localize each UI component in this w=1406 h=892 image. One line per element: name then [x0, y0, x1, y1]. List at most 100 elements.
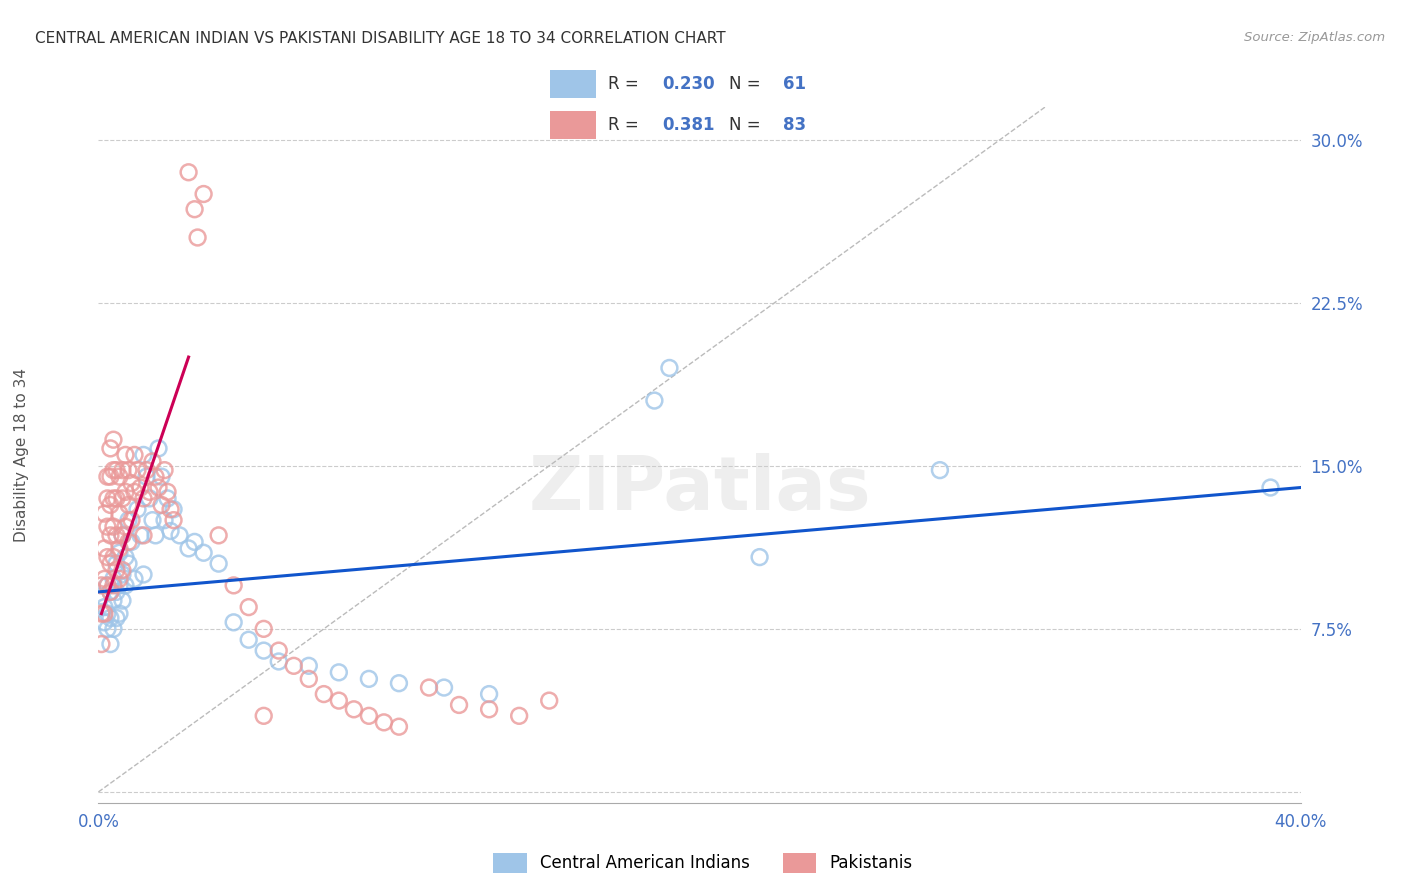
Point — [105, 585, 128, 599]
Point — [93, 507, 115, 521]
FancyBboxPatch shape — [550, 111, 596, 139]
Point — [105, 491, 128, 506]
Point — [153, 513, 176, 527]
Point — [121, 534, 143, 549]
Text: N =: N = — [728, 116, 761, 134]
Point — [90, 578, 112, 592]
Point — [222, 578, 245, 592]
Point — [148, 442, 170, 456]
Point — [138, 484, 160, 499]
Point — [478, 702, 501, 716]
Point — [388, 676, 411, 690]
Point — [150, 469, 173, 483]
Point — [478, 687, 501, 701]
Point — [169, 528, 191, 542]
Point — [388, 720, 411, 734]
Point — [114, 550, 136, 565]
Point — [111, 491, 134, 506]
Point — [103, 463, 125, 477]
Point — [208, 528, 231, 542]
Point — [222, 615, 245, 630]
Point — [193, 546, 215, 560]
Point — [177, 165, 200, 179]
Text: Source: ZipAtlas.com: Source: ZipAtlas.com — [1244, 31, 1385, 45]
Point — [108, 469, 131, 483]
Point — [100, 469, 122, 483]
Point — [117, 534, 139, 549]
Point — [114, 519, 136, 533]
Point — [105, 611, 128, 625]
Point — [283, 658, 305, 673]
Point — [148, 481, 170, 495]
Point — [100, 585, 122, 599]
Point — [111, 528, 134, 542]
Point — [538, 693, 561, 707]
Point — [132, 491, 155, 506]
Point — [162, 502, 184, 516]
Text: N =: N = — [728, 75, 761, 93]
Point — [357, 708, 380, 723]
Point — [132, 528, 155, 542]
Point — [162, 513, 184, 527]
Point — [103, 433, 125, 447]
Point — [103, 622, 125, 636]
Point — [117, 463, 139, 477]
Point — [328, 693, 350, 707]
Point — [96, 578, 118, 592]
Point — [100, 557, 122, 571]
Point — [238, 632, 260, 647]
Point — [1260, 481, 1282, 495]
Point — [145, 528, 167, 542]
Point — [298, 658, 321, 673]
Point — [108, 541, 131, 556]
Text: R =: R = — [607, 75, 638, 93]
Text: 83: 83 — [783, 116, 806, 134]
Point — [418, 681, 440, 695]
Point — [343, 702, 366, 716]
Point — [100, 637, 122, 651]
Point — [183, 534, 205, 549]
Legend: Central American Indians, Pakistanis: Central American Indians, Pakistanis — [486, 847, 920, 880]
Point — [373, 715, 395, 730]
Point — [127, 463, 149, 477]
Point — [658, 361, 681, 376]
Point — [124, 572, 146, 586]
Text: R =: R = — [607, 116, 638, 134]
Point — [124, 448, 146, 462]
Point — [93, 607, 115, 621]
Point — [433, 681, 456, 695]
Text: ZIPatlas: ZIPatlas — [529, 453, 870, 526]
Point — [93, 541, 115, 556]
Point — [111, 593, 134, 607]
Point — [127, 502, 149, 516]
Point — [108, 578, 131, 592]
Point — [103, 491, 125, 506]
Point — [105, 463, 128, 477]
Point — [108, 546, 131, 560]
FancyBboxPatch shape — [550, 70, 596, 98]
Point — [208, 557, 231, 571]
Point — [141, 513, 163, 527]
Point — [117, 498, 139, 512]
Point — [135, 469, 157, 483]
Point — [105, 563, 128, 577]
Point — [129, 528, 152, 542]
Text: 61: 61 — [783, 75, 806, 93]
Point — [121, 476, 143, 491]
Point — [108, 607, 131, 621]
Point — [103, 572, 125, 586]
Point — [96, 519, 118, 533]
Text: CENTRAL AMERICAN INDIAN VS PAKISTANI DISABILITY AGE 18 TO 34 CORRELATION CHART: CENTRAL AMERICAN INDIAN VS PAKISTANI DIS… — [35, 31, 725, 46]
Point — [132, 448, 155, 462]
Point — [96, 469, 118, 483]
Point — [138, 491, 160, 506]
Point — [100, 528, 122, 542]
Text: 0.230: 0.230 — [662, 75, 714, 93]
Point — [117, 557, 139, 571]
Point — [90, 607, 112, 621]
Point — [643, 393, 665, 408]
Y-axis label: Disability Age 18 to 34: Disability Age 18 to 34 — [14, 368, 30, 542]
Point — [328, 665, 350, 680]
Point — [111, 528, 134, 542]
Point — [183, 202, 205, 217]
